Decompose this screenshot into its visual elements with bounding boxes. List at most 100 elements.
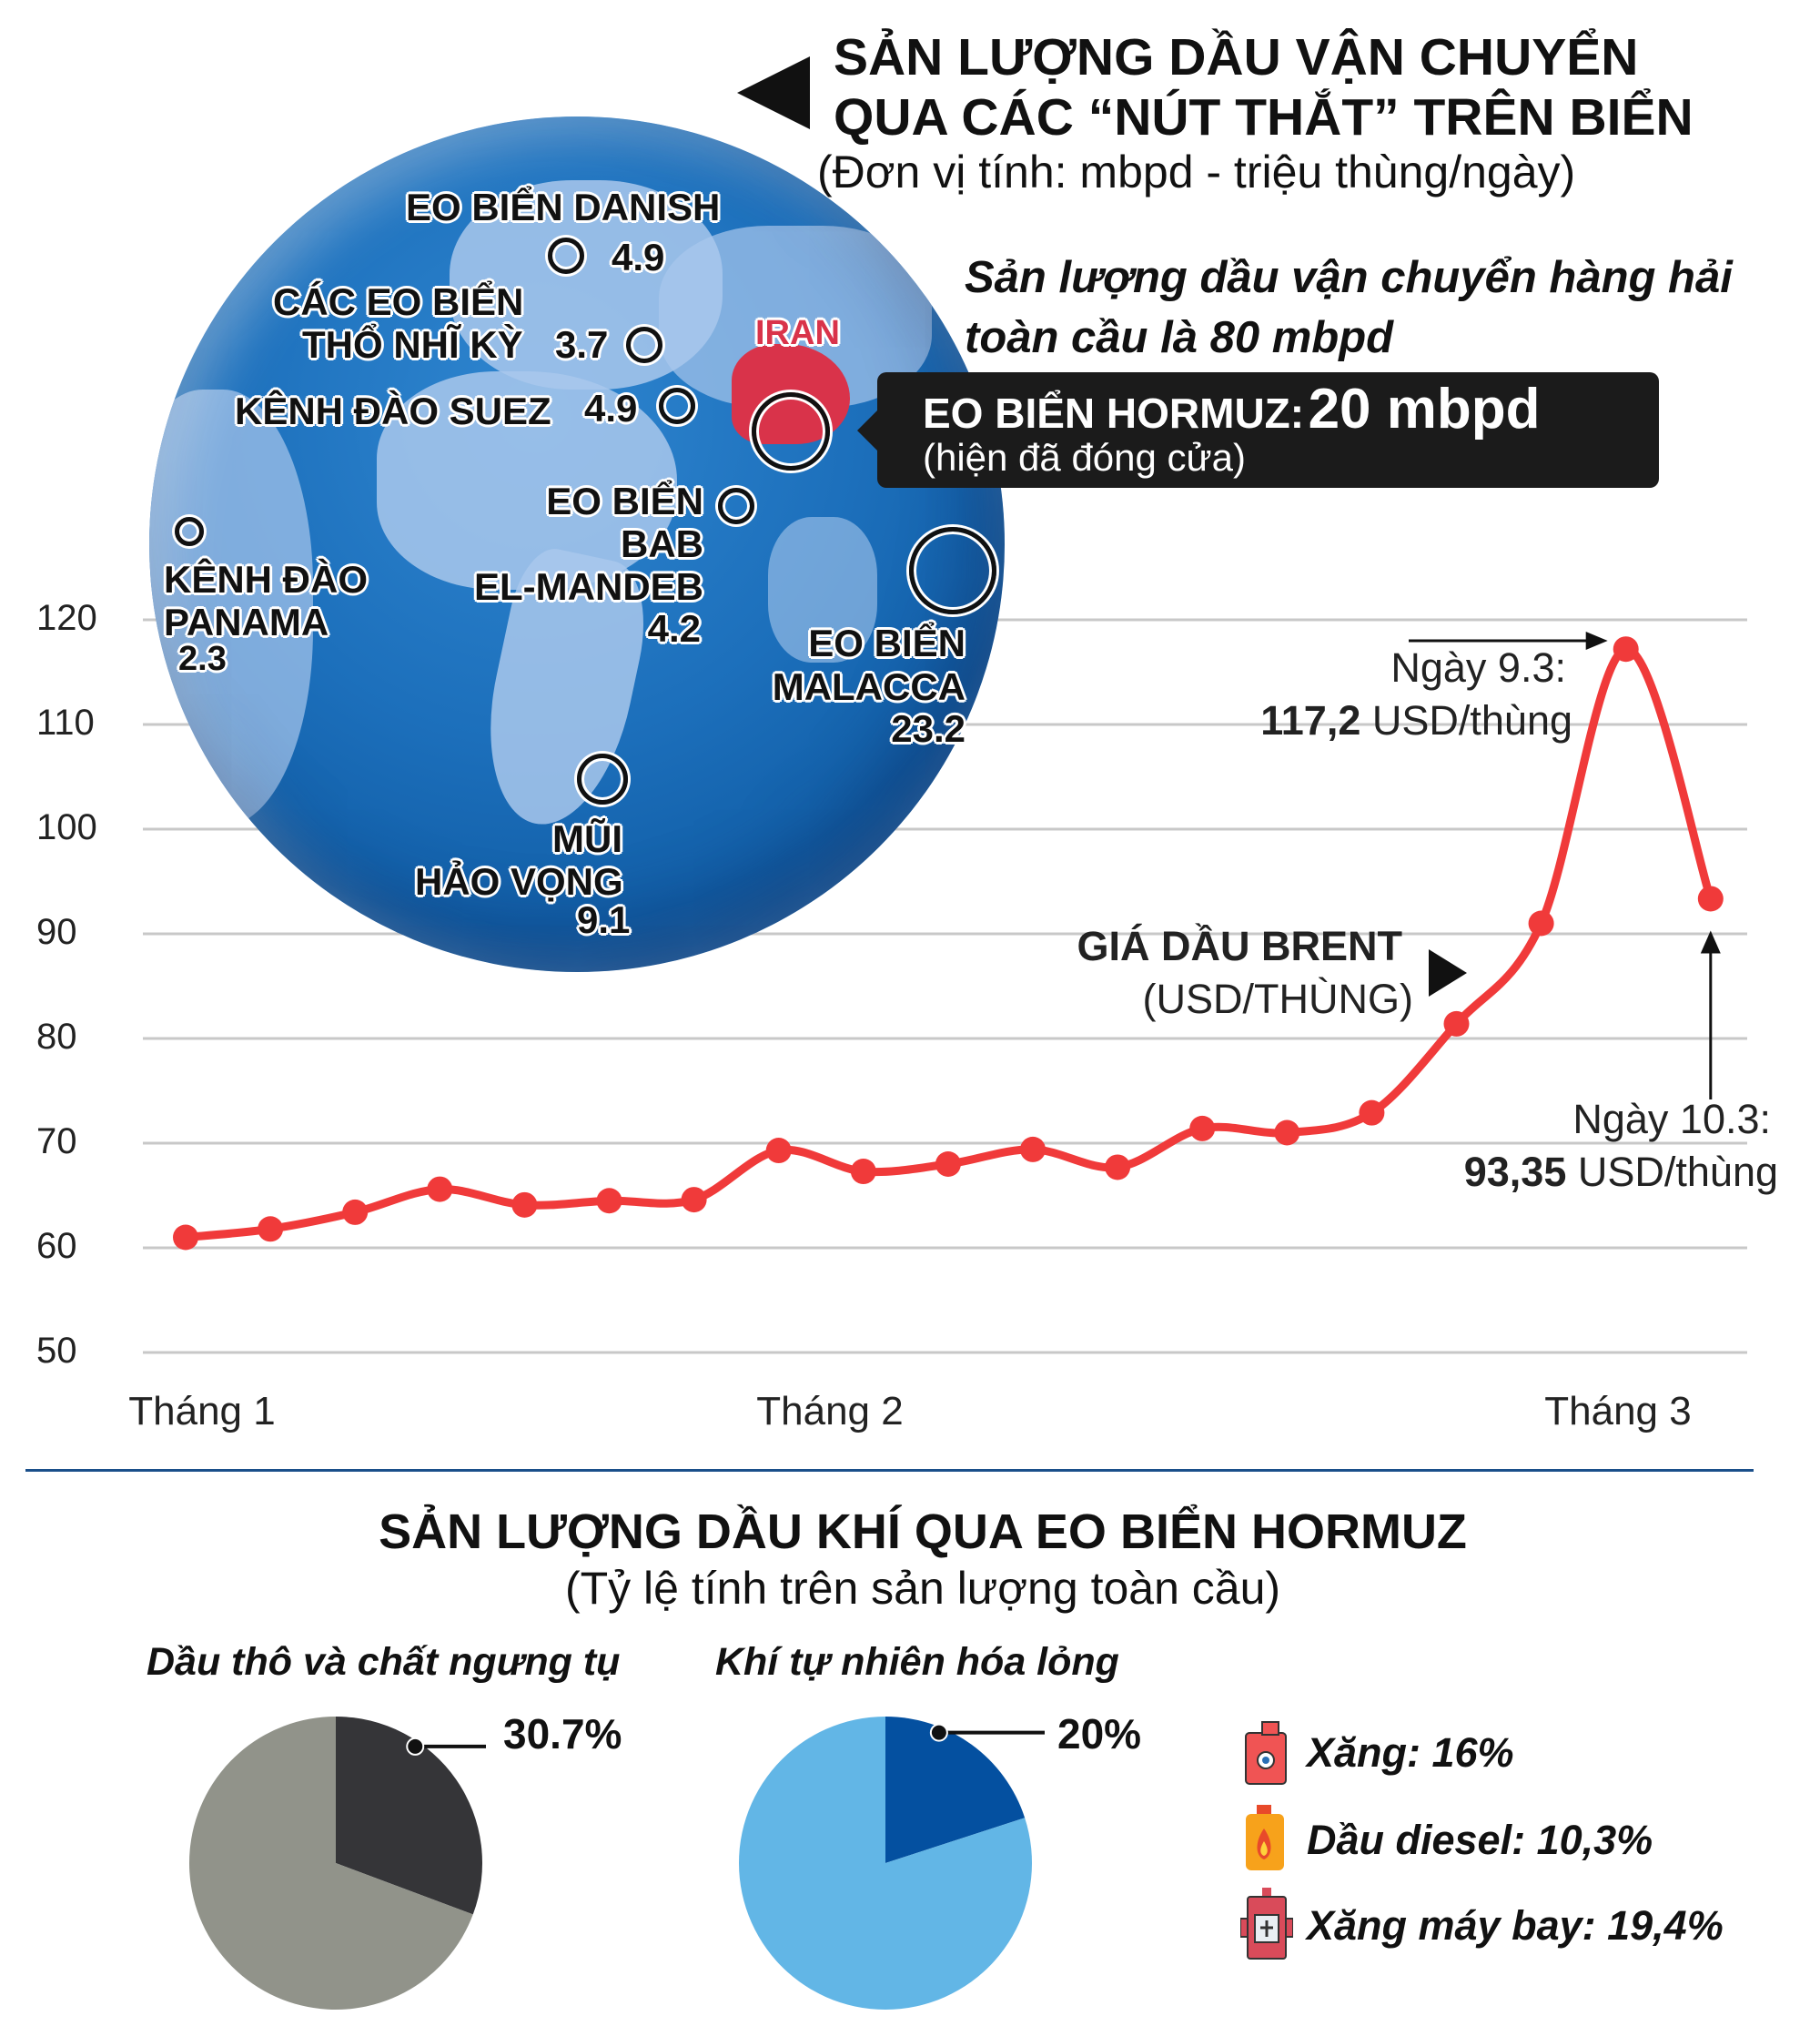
- panama-label-2: PANAMA: [164, 601, 329, 643]
- bab-value: 4.2: [647, 607, 701, 650]
- data-point-1: [173, 1224, 198, 1251]
- y-tick-90: 90: [36, 912, 77, 952]
- pie2-leader-dot: [929, 1723, 948, 1742]
- global-note-line1: Sản lượng dầu vận chuyển hàng hải: [965, 253, 1733, 302]
- last-value: 93,35 USD/thùng: [1464, 1149, 1778, 1196]
- suez-value: 4.9: [584, 387, 638, 430]
- global-note-line2: toàn cầu là 80 mbpd: [965, 313, 1394, 362]
- bab-label-3: EL-MANDEB: [474, 565, 703, 608]
- cape-label-2: HẢO VỌNG: [415, 860, 623, 903]
- legend-diesel: Dầu diesel: 10,3%: [1307, 1817, 1653, 1863]
- malacca-value: 23.2: [891, 707, 966, 750]
- panama-value: 2.3: [178, 640, 227, 678]
- y-tick-70: 70: [36, 1121, 77, 1161]
- diesel-bottle-icon: [1242, 1805, 1289, 1877]
- section2-subtitle: (Tỷ lệ tính trên sản lượng toàn cầu): [564, 1563, 1281, 1614]
- malacca-label-1: EO BIỂN: [808, 622, 966, 664]
- series-pointer-icon: [1429, 949, 1467, 997]
- y-tick-120: 120: [36, 598, 97, 638]
- last-arrowhead: [1700, 930, 1721, 954]
- data-point-4: [427, 1176, 453, 1202]
- data-point-2: [258, 1216, 284, 1242]
- data-point-6: [596, 1188, 622, 1214]
- gasoline-can-icon: [1242, 1720, 1289, 1790]
- hormuz-status: (hiện đã đóng cửa): [923, 436, 1247, 479]
- data-point-3: [342, 1199, 369, 1225]
- last-date: Ngày 10.3:: [1572, 1096, 1771, 1142]
- suez-canal-marker: [659, 388, 695, 424]
- left-pointer-icon: [737, 56, 810, 129]
- turkish-value: 3.7: [555, 323, 609, 366]
- turkish-label-2: THỔ NHĨ KỲ: [302, 323, 523, 366]
- pie2-title: Khí tự nhiên hóa lỏng: [715, 1640, 1119, 1684]
- data-point-5: [511, 1191, 538, 1218]
- turkish-straits-marker: [626, 327, 662, 363]
- panama-label-1: KÊNH ĐÀO: [164, 558, 369, 601]
- data-point-8: [765, 1138, 792, 1164]
- cape-value: 9.1: [577, 898, 631, 941]
- data-point-7: [681, 1187, 707, 1213]
- data-point-10: [935, 1151, 961, 1177]
- peak-date: Ngày 9.3:: [1390, 644, 1566, 691]
- x-tick-thang-2: Tháng 2: [756, 1389, 904, 1433]
- peak-value: 117,2 USD/thùng: [1260, 697, 1572, 745]
- data-point-19: [1697, 886, 1724, 912]
- cape-good-hope-marker: [577, 754, 628, 805]
- unit-note: (Đơn vị tính: mbpd - triệu thùng/ngày): [817, 147, 1576, 198]
- danish-label: EO BIỂN DANISH: [406, 186, 721, 228]
- data-point-11: [1020, 1136, 1046, 1162]
- section2-title: SẢN LƯỢNG DẦU KHÍ QUA EO BIỂN HORMUZ: [379, 1504, 1467, 1559]
- data-point-9: [850, 1159, 876, 1185]
- last-value-unit: USD/thùng: [1566, 1149, 1778, 1195]
- suez-label: KÊNH ĐÀO SUEZ: [235, 390, 551, 432]
- peak-value-unit: USD/thùng: [1360, 697, 1572, 744]
- y-tick-110: 110: [36, 703, 95, 743]
- series-label: GIÁ DẦU BRENT: [1077, 923, 1403, 969]
- iran-label: IRAN: [755, 314, 840, 352]
- bab-el-mandeb-marker: [718, 488, 754, 524]
- last-value-number: 93,35: [1463, 1149, 1567, 1195]
- pie1-leader-dot: [406, 1737, 425, 1756]
- legend-gasoline: Xăng: 16%: [1307, 1729, 1514, 1776]
- y-tick-80: 80: [36, 1017, 77, 1057]
- global-note: Sản lượng dầu vận chuyển hàng hải toàn c…: [965, 248, 1733, 368]
- data-point-16: [1443, 1010, 1470, 1037]
- hormuz-value: 20 mbpd: [1308, 378, 1541, 441]
- turkish-label-1: CÁC EO BIỂN: [273, 280, 524, 323]
- malacca-marker: [909, 527, 996, 614]
- bab-label-2: BAB: [621, 522, 703, 565]
- panama-canal-marker: [175, 517, 204, 546]
- y-tick-100: 100: [36, 807, 97, 847]
- bab-label-1: EO BIỂN: [546, 480, 703, 522]
- data-point-12: [1105, 1154, 1131, 1180]
- pie1-slice-1: [336, 1717, 483, 1915]
- globe-map: [149, 116, 1005, 972]
- main-title-line1: SẢN LƯỢNG DẦU VẬN CHUYỂN: [834, 28, 1639, 86]
- data-point-14: [1274, 1119, 1300, 1146]
- x-tick-thang-1: Tháng 1: [128, 1389, 276, 1433]
- x-tick-thang-3: Tháng 3: [1544, 1389, 1692, 1433]
- hormuz-callout: EO BIỂN HORMUZ: 20 mbpd (hiện đã đóng cử…: [857, 372, 1659, 488]
- hormuz-label: EO BIỂN HORMUZ:: [923, 390, 1305, 437]
- legend-jet-fuel: Xăng máy bay: 19,4%: [1307, 1902, 1724, 1949]
- section-divider: [25, 1469, 1754, 1472]
- data-point-18: [1613, 636, 1639, 663]
- y-tick-50: 50: [36, 1331, 77, 1371]
- cape-label-1: MŨI: [552, 817, 622, 860]
- pie2-slice-2: [738, 1717, 1032, 2010]
- pie2-label: 20%: [1057, 1710, 1142, 1758]
- data-point-13: [1189, 1115, 1216, 1141]
- main-title: SẢN LƯỢNG DẦU VẬN CHUYỂN QUA CÁC “NÚT TH…: [834, 27, 1694, 147]
- hormuz-marker: [752, 392, 830, 471]
- data-point-15: [1359, 1099, 1385, 1126]
- danish-value: 4.9: [612, 236, 665, 279]
- pie2-slice-1: [885, 1717, 1026, 1863]
- pie1-label: 30.7%: [503, 1710, 622, 1758]
- peak-arrowhead: [1585, 632, 1608, 650]
- malacca-label-2: MALACCA: [772, 665, 966, 708]
- pie1-title: Dầu thô và chất ngưng tụ: [147, 1640, 621, 1684]
- y-tick-60: 60: [36, 1226, 77, 1266]
- danish-strait-marker: [548, 238, 584, 274]
- main-title-line2: QUA CÁC “NÚT THẮT” TRÊN BIỂN: [834, 88, 1694, 147]
